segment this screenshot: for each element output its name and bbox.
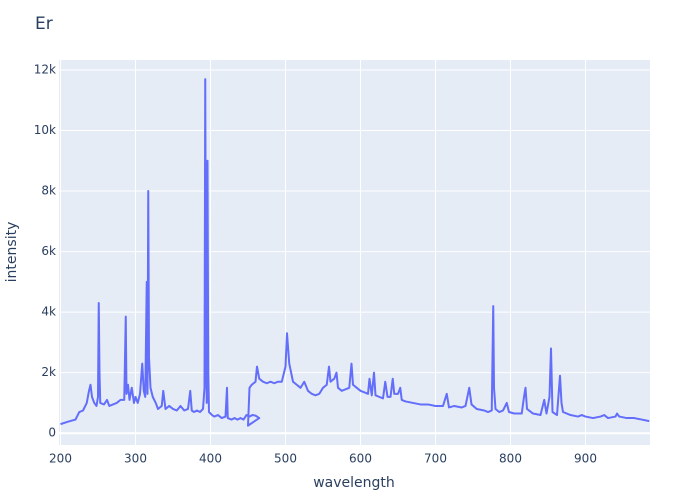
y-tick-label: 0	[48, 426, 56, 440]
x-tick-label: 500	[274, 452, 297, 466]
x-tick-label: 400	[199, 452, 222, 466]
y-tick-label: 2k	[41, 365, 56, 379]
y-tick-label: 6k	[41, 244, 56, 258]
y-tick-label: 8k	[41, 184, 56, 198]
x-tick-label: 200	[49, 452, 72, 466]
chart-title: Er	[35, 14, 53, 34]
x-tick-label: 700	[424, 452, 447, 466]
x-tick-label: 800	[499, 452, 522, 466]
x-tick-label: 300	[124, 452, 147, 466]
x-tick-label: 600	[349, 452, 372, 466]
y-tick-label: 12k	[34, 62, 56, 76]
x-tick-label: 900	[574, 452, 597, 466]
marks	[60, 78, 650, 427]
series-line	[60, 78, 650, 427]
x-axis-title: wavelength	[313, 475, 395, 491]
y-tick-label: 4k	[41, 305, 56, 319]
y-tick-label: 10k	[34, 123, 56, 137]
y-axis-title: intensity	[4, 222, 20, 283]
